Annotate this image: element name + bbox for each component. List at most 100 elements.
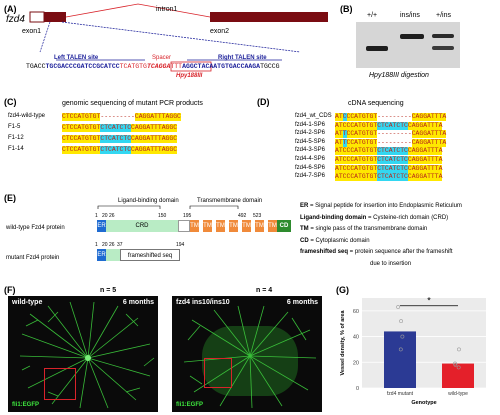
sequence-name: fzd4-1-SP6 [295,122,325,129]
significance-star: * [427,296,431,306]
panel-d-title: cDNA sequencing [348,100,404,108]
sequence-segment: ATC [335,173,347,181]
vessel-density-chart: 0204060fzd4 mutant wild-type*GenotypeVess… [336,292,496,412]
x-axis-label: Genotype [411,400,436,406]
wt-image-title: wild-type [12,299,42,307]
legend-line: ER = Signal peptide for insertion into E… [300,203,500,210]
sequence-segment: --------- [377,113,412,121]
mut-marker-label: fli1:EGFP [176,402,203,409]
gel-caption: Hpy188III digestion [369,72,429,80]
panel-f-label: (F) [4,285,16,295]
mut-n-label: n = 4 [256,287,272,295]
legend-key: CD [300,238,309,244]
frameshift-domain: frameshifted seq [120,249,180,261]
wt-image-age: 6 months [123,299,154,307]
wt-protein-label: wild-type Fzd4 protein [6,225,65,232]
legend-text: = Cysteine-rich domain (CRD) [366,215,448,221]
sequence-segment: CTCATCTC [377,122,408,130]
sequence-segment: CTCATCTC [377,165,408,173]
lane-label-2: ins/ins [400,12,420,20]
panel-e-legend: ER = Signal peptide for insertion into E… [300,203,500,272]
sequence-name: fzd4-4-SP6 [295,156,325,163]
sequence-segment: CTCATCTC [377,156,408,164]
crd-domain: CRD [106,220,178,232]
legend-text: = Signal peptide for insertion into Endo… [308,203,462,209]
sequence-segment: CCATGTGT [347,173,378,181]
wt-retina-image: wild-type 6 months fli1:EGFP [8,296,158,412]
sequence-row: ATTCCATGTGT---------CAGGATTTA [335,139,446,147]
legend-line: TM = single pass of the transmembrane do… [300,226,500,233]
mut-image-age: 6 months [287,299,318,307]
wt-pos: 492 [238,213,246,219]
sequence-segment: CCATGTGT [347,147,378,155]
wt-pos: 1 [95,213,98,219]
wt-pos: 150 [158,213,166,219]
legend-key: TM [300,226,309,232]
legend-line: due to insertion [300,261,500,268]
y-tick-label: 40 [353,335,359,341]
er-domain: ER [97,220,106,232]
sequence-segment: CAGGATTTA [412,139,447,147]
sequence-row: ATCCCATGTGTCTCATCTCCAGGATTTA [335,173,442,181]
legend-text: due to insertion [370,261,411,267]
sequence-segment: CAGGATTTA [408,165,443,173]
wt-n-label: n = 5 [100,287,116,295]
tm-domain: TM [255,220,264,232]
tm-domain: TM [203,220,212,232]
mut-er-domain: ER [97,249,106,261]
sequence-name: fzd4-6-SP6 [295,165,325,172]
x-tick-label: wild-type [448,391,468,397]
mut-pos: 20 [102,242,108,248]
gel-band [366,46,388,51]
mut-pos: 194 [176,242,184,248]
tm-domain: TM [229,220,238,232]
sequence-name: fzd4-5-SP6 [295,139,325,146]
legend-text: = protein sequence after the frameshift [348,249,453,255]
gel-band [432,34,454,38]
sequence-row: ATCCCATGTGT---------CAGGATTTA [335,113,446,121]
mut-image-title: fzd4 ins10/ins10 [176,299,230,307]
sequence-segment: CCATGTGT [347,122,378,130]
legend-key: Ligand-binding domain [300,215,366,221]
sequence-segment: CTCATCTC [377,173,408,181]
legend-text: = Cytoplasmic domain [309,238,370,244]
sequence-segment: CAGGATTTA [408,122,443,130]
sequence-segment: CAGGATTTA [412,130,447,138]
wt-pos: 20 [102,213,108,219]
tm-domain: TM [190,220,199,232]
wt-pos: 26 [109,213,115,219]
sequence-segment: CCATGTGT [347,113,378,121]
sequence-segment: CAGGATTTA [412,113,447,121]
mut-retina-image: fzd4 ins10/ins10 6 months fli1:EGFP [172,296,322,412]
sequence-row: ATCCCATGTGTCTCATCTCCAGGATTTA [335,156,442,164]
sequence-segment: CCATGTGT [347,130,378,138]
wt-pos: 195 [183,213,191,219]
lane-label-3: +/ins [436,12,451,20]
legend-key: frameshifted seq [300,249,348,255]
bar-wild-type [442,364,474,388]
sequence-segment: CAGGATTTA [408,156,443,164]
y-tick-label: 0 [356,386,359,392]
sequence-name: fzd4-3-SP6 [295,147,325,154]
legend-line: CD = Cytoplasmic domain [300,238,500,245]
sequence-segment: --------- [377,139,412,147]
tm-domain: TM [242,220,251,232]
sequence-segment: --------- [377,130,412,138]
sequence-row: ATCCCATGTGTCTCATCTCCAGGATTTA [335,122,442,130]
seq-segment-plain: TGCCG [260,63,280,70]
tm-domain: TM [268,220,277,232]
sequence-segment: CCATGTGT [347,156,378,164]
sequence-segment: CTCATCTC [377,147,408,155]
mut-pos: 26 [109,242,115,248]
legend-line: Ligand-binding domain = Cysteine-rich do… [300,215,500,222]
lane-label-1: +/+ [367,12,377,20]
mut-inset-box [204,358,232,388]
mut-pos: 37 [117,242,123,248]
gel-band [432,46,454,50]
sequence-segment: ATC [335,165,347,173]
sequence-name: fzd4_wt_CDS [295,113,332,120]
sequence-row: ATCCCATGTGTCTCATCTCCAGGATTTA [335,147,442,155]
linker-domain [178,220,190,232]
legend-line: frameshifted seq = protein sequence afte… [300,249,500,256]
y-tick-label: 60 [353,309,359,315]
